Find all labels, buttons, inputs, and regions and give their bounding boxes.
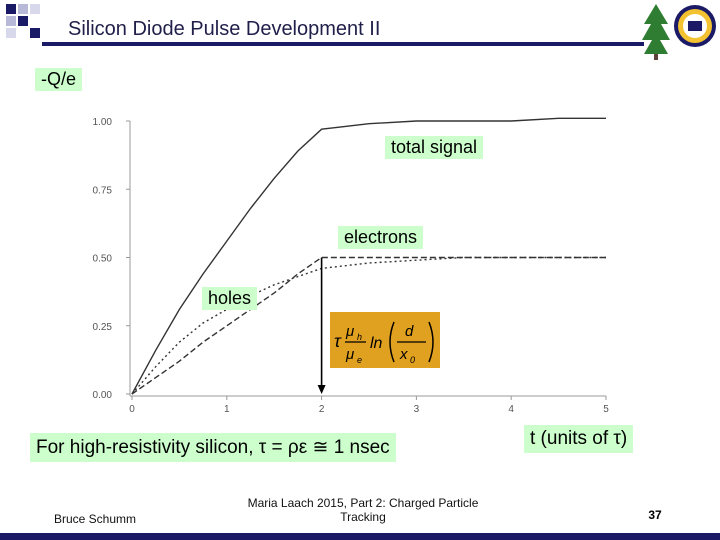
y-tick-label: 0.50 (93, 254, 113, 265)
x-tick-label: 2 (319, 404, 325, 415)
x-tick-label: 1 (224, 404, 230, 415)
formula-sub-0: 0 (410, 355, 415, 365)
formula-ln: ln (370, 335, 383, 352)
university-seal-icon (674, 5, 716, 47)
footer-event: Maria Laach 2015, Part 2: Charged Partic… (233, 496, 493, 524)
x-tick-label: 0 (129, 404, 135, 415)
resistivity-note: For high-resistivity silicon, τ = ρε ≅ 1… (30, 433, 396, 462)
x-tick-label: 5 (603, 404, 609, 415)
y-quantity-label: -Q/e (35, 68, 83, 91)
corner-square (30, 28, 40, 38)
transit-arrow-head (317, 385, 326, 394)
tree-icon (642, 4, 670, 60)
formula-mu-h: μ (345, 323, 354, 340)
formula-mu-e: μ (345, 346, 354, 363)
y-tick-label: 0.00 (93, 390, 113, 401)
y-tick-label: 0.75 (93, 185, 113, 196)
footer-event-line1: Maria Laach 2015, Part 2: Charged Partic… (247, 496, 479, 510)
formula-tau: τ (334, 331, 342, 351)
x-tick-label: 3 (414, 404, 420, 415)
electrons-label: electrons (338, 226, 424, 249)
x-quantity-label: t (units of τ) (524, 425, 634, 453)
x-tick-label: 4 (508, 404, 514, 415)
series-line-total-signal (131, 117, 606, 395)
footer-event-line2: Tracking (340, 510, 386, 524)
series-line-holes (131, 256, 606, 395)
formula-sub-e: e (357, 355, 362, 365)
corner-square (6, 4, 16, 14)
footer-author: Bruce Schumm (53, 512, 137, 526)
y-tick-label: 1.00 (93, 117, 113, 128)
corner-square (30, 4, 40, 14)
slide-title: Silicon Diode Pulse Development II (68, 18, 381, 40)
formula-sub-h: h (357, 332, 362, 342)
tau-formula: τ μ h μ e ln d x 0 (330, 312, 440, 368)
bottom-bar (0, 533, 720, 540)
page-number: 37 (648, 508, 662, 522)
corner-square (6, 16, 16, 26)
corner-square (18, 16, 28, 26)
holes-label: holes (202, 287, 258, 310)
total-signal-label: total signal (385, 136, 484, 159)
formula-x: x (399, 346, 408, 363)
y-tick-label: 0.25 (93, 322, 113, 333)
corner-square (18, 4, 28, 14)
title-underline (42, 42, 644, 46)
formula-d: d (405, 323, 414, 340)
corner-square (6, 28, 16, 38)
